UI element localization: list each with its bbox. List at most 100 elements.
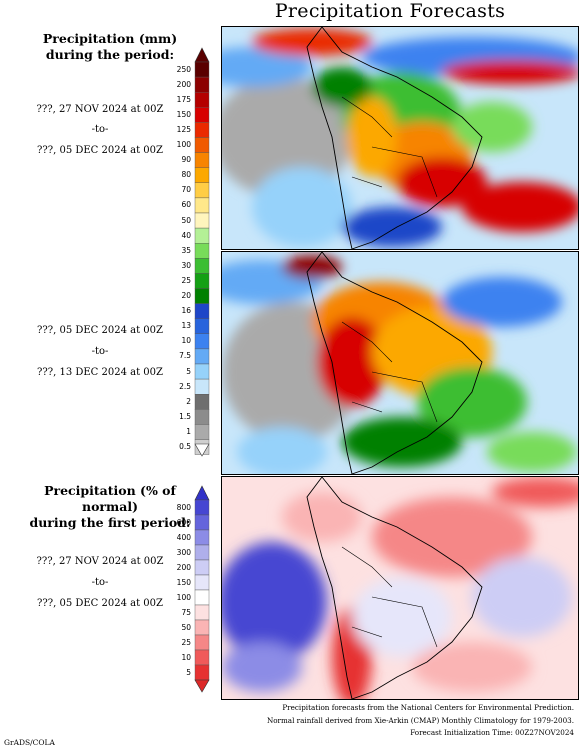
amount-colorbar-label: 35	[181, 245, 191, 255]
percent-colorbar-swatch-3	[194, 544, 210, 561]
period-1-end: ???, 05 DEC 2024 at 00Z	[37, 145, 163, 156]
percent-legend-header-line1: Precipitation (% of normal)	[44, 483, 176, 514]
amount-colorbar-swatch-3	[194, 107, 210, 123]
percent-colorbar-bottom-cap	[194, 679, 210, 693]
percent-colorbar-top-cap	[194, 485, 210, 501]
percent-colorbar-swatch-5	[194, 574, 210, 591]
percent-colorbar-label: 400	[176, 532, 191, 542]
percent-colorbar-label: 600	[176, 517, 191, 527]
amount-colorbar-swatch-24	[194, 424, 210, 440]
amount-colorbar-label: 20	[181, 291, 191, 301]
amount-colorbar-label: 1	[186, 426, 191, 436]
amount-legend-header-line2: during the period:	[45, 47, 175, 62]
period-2-start: ???, 05 DEC 2024 at 00Z	[37, 325, 163, 336]
percent-colorbar-label: 150	[176, 577, 191, 587]
amount-colorbar-swatch-14	[194, 273, 210, 289]
percent-colorbar-label: 300	[176, 547, 191, 557]
amount-colorbar-swatch-16	[194, 303, 210, 319]
precip-map-period-2	[221, 251, 579, 475]
amount-legend-header-line1: Precipitation (mm)	[42, 31, 178, 46]
amount-colorbar-label: 100	[176, 140, 191, 150]
amount-colorbar-label: 16	[181, 306, 191, 316]
period-1-start: ???, 27 NOV 2024 at 00Z	[36, 104, 164, 115]
amount-colorbar-labels: 250 200 175 150 125 100 90 80 70 60 50 40 35 30 25 20 16…	[176, 46, 196, 458]
amount-colorbar-top-cap	[194, 47, 210, 63]
amount-colorbar-swatch-10	[194, 212, 210, 229]
precip-map-2-svg	[222, 252, 578, 474]
amount-colorbar-label: 50	[181, 215, 191, 225]
period-1-to: -to-	[91, 124, 109, 135]
amount-colorbar-label: 70	[181, 185, 191, 195]
footer-label: GrADS/COLA	[4, 738, 55, 747]
amount-colorbar-label: 200	[176, 79, 191, 89]
percent-colorbar-label: 5	[186, 667, 191, 677]
period-3-end: ???, 05 DEC 2024 at 00Z	[37, 598, 163, 609]
amount-legend-header: Precipitation (mm) during the period:	[20, 31, 200, 63]
percent-colorbar-swatch-2	[194, 529, 210, 546]
amount-colorbar-label: 0.5	[179, 442, 191, 452]
percent-legend-header-line2: during the first period:	[29, 515, 191, 530]
credit-line-2: Normal rainfall derived from Xie-Arkin (…	[266, 715, 574, 725]
amount-colorbar-swatch-23	[194, 409, 210, 425]
percent-colorbar-label: 200	[176, 562, 191, 572]
amount-colorbar-swatch-2	[194, 92, 210, 108]
period-2-end: ???, 13 DEC 2024 at 00Z	[37, 367, 163, 378]
amount-colorbar-label: 150	[176, 109, 191, 119]
percent-colorbar-label: 25	[181, 637, 191, 647]
percent-colorbar-swatch-10	[194, 649, 210, 666]
percent-colorbar-svg	[194, 485, 210, 693]
percent-colorbar	[176, 484, 216, 694]
amount-colorbar-label: 10	[181, 336, 191, 346]
amount-colorbar-swatch-18	[194, 333, 210, 350]
page-title: Precipitation Forecasts	[274, 0, 506, 22]
amount-colorbar-label: 90	[181, 155, 191, 165]
amount-colorbar-swatch-6	[194, 152, 210, 168]
percent-colorbar-swatch-0	[194, 499, 210, 516]
percent-colorbar-labels: 800 600 400 300 200 150 100 75 50 25 10 5	[176, 484, 196, 694]
amount-colorbar-swatch-12	[194, 242, 210, 259]
amount-colorbar-swatch-7	[194, 167, 210, 183]
amount-colorbar-label: 2	[186, 396, 191, 406]
percent-colorbar-swatch-6	[194, 589, 210, 606]
precip-percent-map-svg	[222, 477, 578, 699]
amount-colorbar-label: 1.5	[179, 411, 191, 421]
period-3-start: ???, 27 NOV 2024 at 00Z	[36, 556, 164, 567]
amount-colorbar-swatch-5	[194, 137, 210, 153]
amount-colorbar-swatch-17	[194, 318, 210, 335]
percent-colorbar-label: 10	[181, 652, 191, 662]
percent-colorbar-swatch-11	[194, 664, 210, 681]
amount-colorbar-label: 2.5	[179, 381, 191, 391]
amount-colorbar-label: 25	[181, 275, 191, 285]
percent-colorbar-swatch-1	[194, 514, 210, 531]
amount-colorbar	[176, 46, 216, 458]
percent-colorbar-label: 100	[176, 592, 191, 602]
percent-colorbar-swatch-4	[194, 559, 210, 576]
amount-colorbar-label: 175	[176, 94, 191, 104]
period-2-to: -to-	[91, 346, 109, 357]
amount-colorbar-swatch-0	[194, 61, 210, 78]
period-3-to: -to-	[91, 577, 109, 588]
precip-percent-map	[221, 476, 579, 700]
amount-colorbar-label: 125	[176, 124, 191, 134]
percent-colorbar-label: 50	[181, 622, 191, 632]
precip-map-period-1	[221, 26, 579, 250]
percent-colorbar-swatch-7	[194, 604, 210, 621]
amount-colorbar-label: 60	[181, 200, 191, 210]
amount-colorbar-label: 13	[181, 321, 191, 331]
amount-colorbar-svg	[194, 47, 210, 457]
credits: Precipitation forecasts from the Nationa…	[214, 702, 574, 740]
percent-colorbar-label: 800	[176, 502, 191, 512]
amount-colorbar-swatch-19	[194, 348, 210, 365]
amount-colorbar-swatch-4	[194, 122, 210, 138]
credit-line-3: Forecast Initialization Time: 00Z27NOV20…	[410, 728, 574, 737]
amount-colorbar-swatch-21	[194, 378, 210, 395]
amount-colorbar-label: 7.5	[179, 351, 191, 361]
amount-colorbar-bottom-cap	[194, 443, 210, 457]
percent-colorbar-swatch-9	[194, 634, 210, 651]
amount-colorbar-swatch-11	[194, 227, 210, 244]
amount-colorbar-swatch-1	[194, 76, 210, 93]
amount-colorbar-label: 80	[181, 170, 191, 180]
amount-colorbar-label: 250	[176, 64, 191, 74]
precip-map-1-svg	[222, 27, 578, 249]
amount-colorbar-swatch-8	[194, 182, 210, 199]
